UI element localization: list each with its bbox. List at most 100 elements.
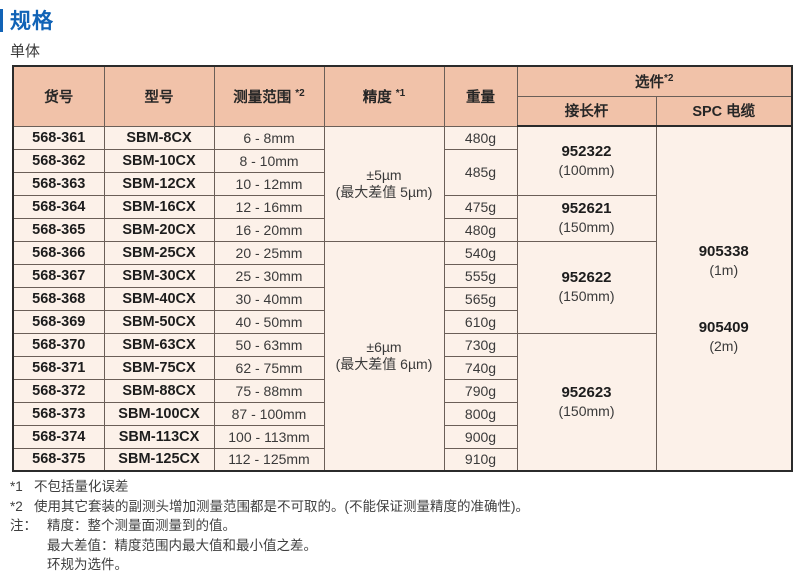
footnotes: *1 不包括量化误差 *2 使用其它套装的副测头增加测量范围都是不可取的。(不能… (10, 477, 795, 575)
part-no-cell: 568-363 (12, 171, 105, 196)
range-cell: 62 - 75mm (213, 355, 325, 380)
part-no-cell: 568-365 (12, 217, 105, 242)
model-cell: SBM-8CX (103, 125, 215, 150)
footnote-1: *1 不包括量化误差 (10, 477, 795, 497)
options-footnote-ref: *2 (664, 72, 674, 84)
col-header-weight: 重量 (443, 65, 518, 127)
part-no-cell: 568-371 (12, 355, 105, 380)
table-row: 568-361 SBM-8CX 6 - 8mm ±5µm (最大差值 5µm) … (12, 125, 793, 472)
col-header-options: 选件*2 (516, 65, 793, 97)
footnote-text: 不包括量化误差 (34, 479, 129, 494)
footnote-note-cont: 最大差值：精度范围内最大值和最小值之差。 (10, 536, 795, 556)
extension-rod-cell: 952322 (100mm) (516, 125, 657, 196)
table-row: 568-369 SBM-50CX 40 - 50mm 610g (12, 309, 792, 334)
part-no-cell: 568-370 (12, 332, 105, 357)
table-row: 568-363 SBM-12CX 10 - 12mm (12, 171, 792, 196)
range-cell: 40 - 50mm (213, 309, 325, 334)
table-header: 货号 型号 测量范围 *2 精度 *1 重量 选件*2 接长杆 SPC 电缆 (12, 65, 793, 127)
model-cell: SBM-20CX (103, 217, 215, 242)
weight-cell: 480g (443, 125, 518, 150)
range-cell: 50 - 63mm (213, 332, 325, 357)
model-cell: SBM-40CX (103, 286, 215, 311)
range-cell: 6 - 8mm (213, 125, 325, 150)
weight-cell: 740g (443, 355, 518, 380)
range-cell: 25 - 30mm (213, 263, 325, 288)
range-cell: 100 - 113mm (213, 424, 325, 449)
model-cell: SBM-12CX (103, 171, 215, 196)
range-cell: 8 - 10mm (213, 148, 325, 173)
weight-cell: 800g (443, 401, 518, 426)
col-header-accuracy: 精度 *1 (323, 65, 445, 127)
model-cell: SBM-100CX (103, 401, 215, 426)
extension-rod-cell: 952623 (150mm) (516, 332, 657, 472)
footnote-marker (10, 536, 47, 556)
part-no-cell: 568-374 (12, 424, 105, 449)
range-cell: 20 - 25mm (213, 240, 325, 265)
table-row: 568-366 SBM-25CX 20 - 25mm ±6µm (最大差值 6µ… (12, 240, 792, 472)
model-cell: SBM-63CX (103, 332, 215, 357)
spc-cable-option: 905338 (1m) (698, 242, 749, 278)
weight-cell: 910g (443, 447, 518, 472)
part-no-cell: 568-369 (12, 309, 105, 334)
table-row: 568-372 SBM-88CX 75 - 88mm 790g (12, 378, 792, 403)
range-cell: 12 - 16mm (213, 194, 325, 219)
model-cell: SBM-10CX (103, 148, 215, 173)
page-edge-blue-bar (0, 9, 3, 32)
model-cell: SBM-50CX (103, 309, 215, 334)
weight-cell: 485g (443, 148, 518, 196)
footnote-note-cont: 环规为选件。 (10, 555, 795, 575)
part-no-cell: 568-366 (12, 240, 105, 265)
table-row: 568-374 SBM-113CX 100 - 113mm 900g (12, 424, 792, 449)
footnote-text: 环规为选件。 (47, 557, 128, 572)
range-cell: 112 - 125mm (213, 447, 325, 472)
footnote-marker: *1 (10, 479, 23, 494)
range-cell: 16 - 20mm (213, 217, 325, 242)
part-no-cell: 568-368 (12, 286, 105, 311)
part-no-cell: 568-364 (12, 194, 105, 219)
range-cell: 30 - 40mm (213, 286, 325, 311)
model-cell: SBM-125CX (103, 447, 215, 472)
range-cell: 75 - 88mm (213, 378, 325, 403)
accuracy-cell: ±6µm (最大差值 6µm) (323, 240, 445, 472)
model-cell: SBM-75CX (103, 355, 215, 380)
col-header-model: 型号 (103, 65, 215, 127)
footnote-marker: 注： (10, 518, 37, 533)
model-cell: SBM-88CX (103, 378, 215, 403)
range-cell: 87 - 100mm (213, 401, 325, 426)
col-header-spc-cable: SPC 电缆 (655, 95, 793, 127)
part-no-cell: 568-362 (12, 148, 105, 173)
footnote-marker (10, 555, 47, 575)
spec-table: 货号 型号 测量范围 *2 精度 *1 重量 选件*2 接长杆 SPC 电缆 5… (12, 65, 794, 472)
table-row: 568-373 SBM-100CX 87 - 100mm 800g (12, 401, 792, 426)
part-no-cell: 568-373 (12, 401, 105, 426)
page-title: 规格 (10, 10, 54, 33)
weight-cell: 475g (443, 194, 518, 219)
weight-cell: 540g (443, 240, 518, 265)
weight-cell: 610g (443, 309, 518, 334)
page-subtitle: 单体 (10, 43, 41, 60)
part-no-cell: 568-375 (12, 447, 105, 472)
model-cell: SBM-113CX (103, 424, 215, 449)
footnote-2: *2 使用其它套装的副测头增加测量范围都是不可取的。(不能保证测量精度的准确性)… (10, 497, 795, 517)
col-header-range: 测量范围 *2 (213, 65, 325, 127)
col-header-part-no: 货号 (12, 65, 105, 127)
col-header-extension-rod: 接长杆 (516, 95, 657, 127)
table-row: 568-375 SBM-125CX 112 - 125mm 910g (12, 447, 792, 472)
table-row: 568-365 SBM-20CX 16 - 20mm 480g (12, 217, 792, 242)
weight-cell: 480g (443, 217, 518, 242)
table-row: 568-362 SBM-10CX 8 - 10mm 485g (12, 148, 792, 196)
accuracy-cell: ±5µm (最大差值 5µm) (323, 125, 445, 242)
table-row: 568-367 SBM-30CX 25 - 30mm 555g (12, 263, 792, 288)
footnote-marker: *2 (10, 498, 23, 514)
weight-cell: 565g (443, 286, 518, 311)
footnote-text: 使用其它套装的副测头增加测量范围都是不可取的。(不能保证测量精度的准确性)。 (34, 498, 529, 514)
part-no-cell: 568-367 (12, 263, 105, 288)
weight-cell: 790g (443, 378, 518, 403)
weight-cell: 900g (443, 424, 518, 449)
footnote-text: 精度：整个测量面测量到的值。 (47, 518, 236, 533)
model-cell: SBM-30CX (103, 263, 215, 288)
weight-cell: 730g (443, 332, 518, 357)
table-row: 568-364 SBM-16CX 12 - 16mm 475g 952621 (… (12, 194, 792, 242)
extension-rod-cell: 952621 (150mm) (516, 194, 657, 242)
range-cell: 10 - 12mm (213, 171, 325, 196)
